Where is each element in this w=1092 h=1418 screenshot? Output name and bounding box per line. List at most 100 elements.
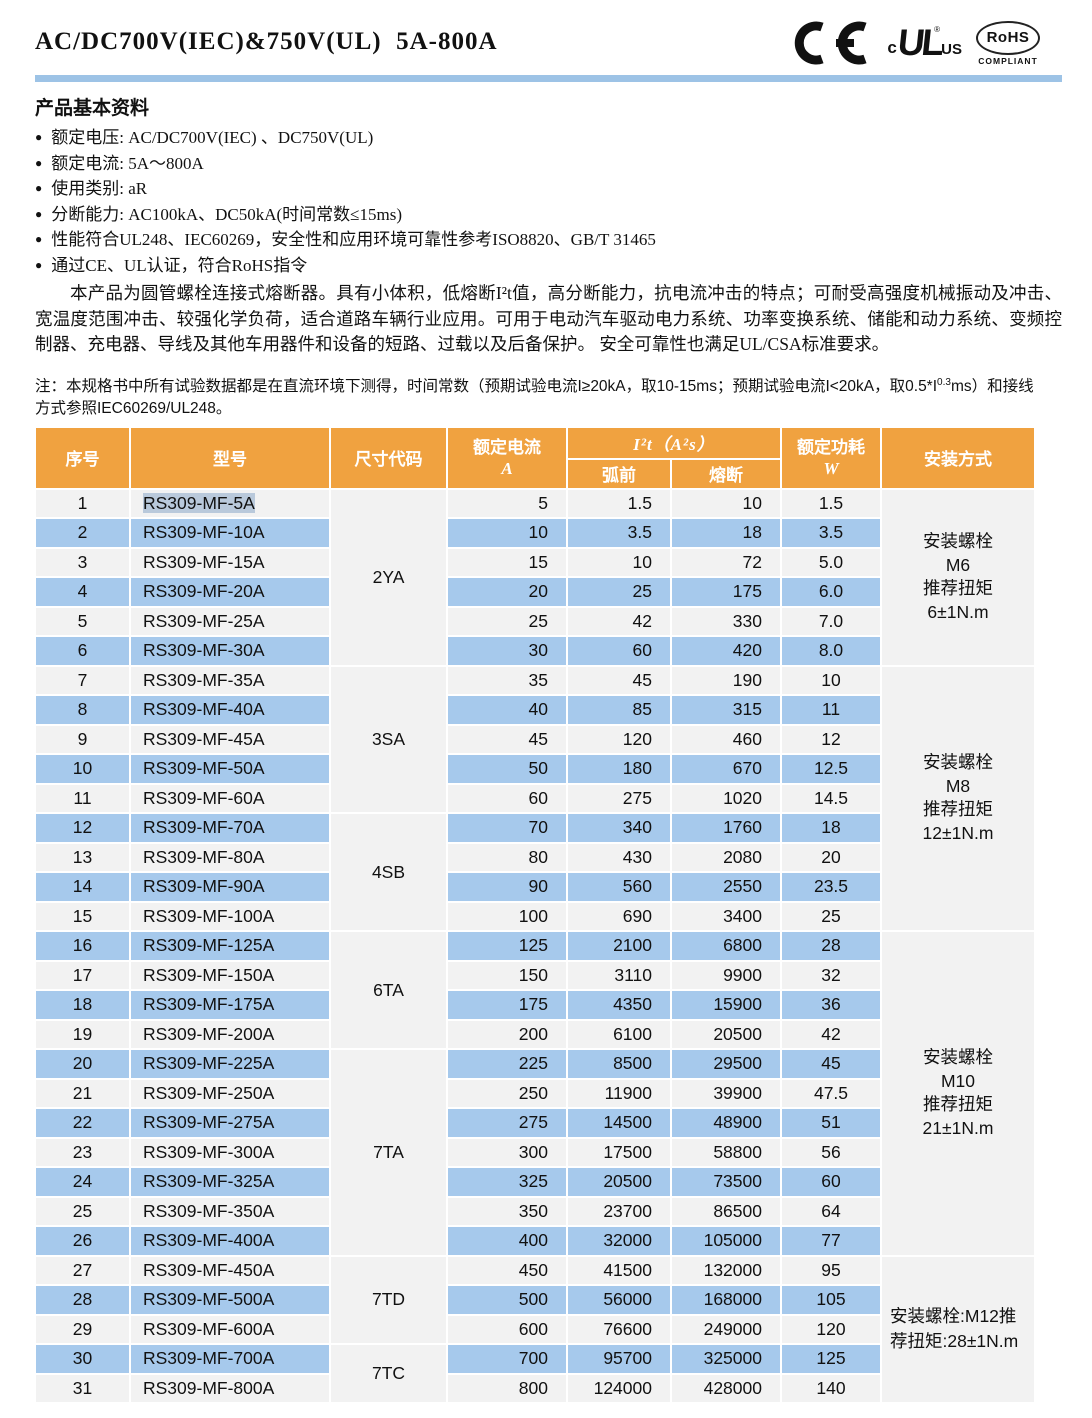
power-cell: 12.5 (781, 754, 881, 784)
bullet-dot-icon: ● (35, 206, 43, 221)
power-cell: 51 (781, 1108, 881, 1138)
row-no-cell: 1 (35, 488, 130, 519)
power-cell: 12 (781, 724, 881, 755)
prearc-i2t-cell: 124000 (567, 1373, 671, 1404)
melt-i2t-cell: 3400 (671, 901, 781, 932)
bullet-text: 额定电压: AC/DC700V(IEC) 、DC750V(UL) (51, 128, 374, 147)
model-cell: RS309-MF-125A (130, 931, 330, 961)
size-code-cell: 3SA (330, 665, 447, 814)
model-cell: RS309-MF-25A (130, 606, 330, 637)
power-cell: 7.0 (781, 606, 881, 637)
spec-table-body: 1 RS309-MF-5A 2YA 5 1.5 10 1.5 安装螺栓 M6 推荐扭矩 6±1N.m… (35, 488, 1035, 1404)
rated-current-cell: 350 (447, 1196, 567, 1227)
rated-current-cell: 500 (447, 1285, 567, 1315)
page-header: AC/DC700V(IEC)&750V(UL) 5A-800A c UL ® U… (35, 18, 1062, 66)
melt-i2t-cell: 428000 (671, 1373, 781, 1404)
prearc-i2t-cell: 95700 (567, 1344, 671, 1374)
rated-current-cell: 600 (447, 1314, 567, 1345)
rated-current-cell: 325 (447, 1167, 567, 1197)
model-cell: RS309-MF-30A (130, 636, 330, 666)
model-cell: RS309-MF-325A (130, 1167, 330, 1197)
rated-current-cell: 300 (447, 1137, 567, 1168)
model-cell: RS309-MF-10A (130, 518, 330, 548)
row-no-cell: 9 (35, 724, 130, 755)
row-no-cell: 8 (35, 695, 130, 725)
model-cell: RS309-MF-275A (130, 1108, 330, 1138)
rated-current-cell: 40 (447, 695, 567, 725)
table-row: 26 RS309-MF-400A 400 32000 105000 77 (35, 1226, 1035, 1256)
table-row: 20 RS309-MF-225A 7TA 225 8500 29500 45 (35, 1049, 1035, 1256)
power-cell: 5.0 (781, 547, 881, 578)
product-description: 本产品为圆管螺栓连接式熔断器。具有小体积，低熔断I²t值，高分断能力，抗电流冲击… (35, 283, 1062, 354)
row-no-cell: 28 (35, 1285, 130, 1315)
prearc-i2t-cell: 56000 (567, 1285, 671, 1315)
rated-current-cell: 700 (447, 1344, 567, 1374)
bullet-text: 性能符合UL248、IEC60269，安全性和应用环境可靠性参考ISO8820、… (51, 230, 656, 249)
rated-current-cell: 100 (447, 901, 567, 932)
rated-current-cell: 450 (447, 1255, 567, 1286)
size-code-cell: 7TD (330, 1255, 447, 1345)
table-row: 19 RS309-MF-200A 200 6100 20500 42 (35, 1019, 1035, 1050)
rated-current-cell: 10 (447, 518, 567, 548)
model-cell: RS309-MF-500A (130, 1285, 330, 1315)
rohs-compliant-label: COMPLIANT (978, 55, 1038, 66)
table-row: 27 RS309-MF-450A 7TD 450 41500 132000 95 安装螺栓:M… (35, 1255, 1035, 1404)
certification-logos: c UL ® US RoHS COMPLIANT (789, 20, 1062, 66)
bullet-text: 额定电流: 5A～800A (51, 153, 204, 173)
col-header-model: 型号 (130, 426, 330, 489)
prearc-i2t-cell: 32000 (567, 1226, 671, 1256)
rated-current-cell: 800 (447, 1373, 567, 1404)
model-cell: RS309-MF-175A (130, 990, 330, 1020)
rated-current-cell: 70 (447, 813, 567, 843)
melt-i2t-cell: 315 (671, 695, 781, 725)
rated-current-cell: 225 (447, 1049, 567, 1079)
power-cell: 125 (781, 1344, 881, 1374)
prearc-i2t-cell: 11900 (567, 1078, 671, 1109)
table-row: 6 RS309-MF-30A 30 60 420 8.0 (35, 636, 1035, 666)
power-cell: 3.5 (781, 518, 881, 548)
melt-i2t-cell: 86500 (671, 1196, 781, 1227)
table-row: 13 RS309-MF-80A 80 430 2080 20 (35, 842, 1035, 873)
row-no-cell: 27 (35, 1255, 130, 1286)
melt-i2t-cell: 168000 (671, 1285, 781, 1315)
model-cell: RS309-MF-150A (130, 960, 330, 991)
table-row: 3 RS309-MF-15A 15 10 72 5.0 (35, 547, 1035, 578)
power-cell: 56 (781, 1137, 881, 1168)
list-item: ● 额定电流: 5A～800A (35, 151, 1062, 177)
power-cell: 28 (781, 931, 881, 961)
model-cell: RS309-MF-60A (130, 783, 330, 814)
bullet-text: 通过CE、UL认证，符合RoHS指令 (51, 255, 308, 275)
prearc-i2t-cell: 2100 (567, 931, 671, 961)
power-cell: 42 (781, 1019, 881, 1050)
rated-power-label: 额定功耗 (797, 437, 865, 457)
power-cell: 95 (781, 1255, 881, 1286)
row-no-cell: 7 (35, 665, 130, 696)
col-header-mounting: 安装方式 (881, 426, 1035, 489)
row-no-cell: 2 (35, 518, 130, 548)
table-row: 11 RS309-MF-60A 60 275 1020 14.5 (35, 783, 1035, 814)
row-no-cell: 29 (35, 1314, 130, 1345)
table-row: 22 RS309-MF-275A 275 14500 48900 51 (35, 1108, 1035, 1138)
melt-i2t-cell: 2550 (671, 872, 781, 902)
prearc-i2t-cell: 4350 (567, 990, 671, 1020)
prearc-i2t-cell: 1.5 (567, 488, 671, 519)
model-cell: RS309-MF-45A (130, 724, 330, 755)
row-no-cell: 12 (35, 813, 130, 843)
table-row: 8 RS309-MF-40A 40 85 315 11 (35, 695, 1035, 725)
melt-i2t-cell: 1020 (671, 783, 781, 814)
table-row: 2 RS309-MF-10A 10 3.5 18 3.5 (35, 518, 1035, 548)
rohs-compliant-icon: RoHS COMPLIANT (976, 20, 1040, 66)
blue-divider (35, 75, 1062, 82)
rated-current-cell: 50 (447, 754, 567, 784)
melt-i2t-cell: 15900 (671, 990, 781, 1020)
model-cell: RS309-MF-50A (130, 754, 330, 784)
table-row: 29 RS309-MF-600A 600 76600 249000 120 (35, 1314, 1035, 1345)
prearc-i2t-cell: 690 (567, 901, 671, 932)
mounting-cell: 安装螺栓 M6 推荐扭矩 6±1N.m (881, 488, 1035, 666)
power-cell: 105 (781, 1285, 881, 1315)
table-row: 30 RS309-MF-700A 7TC 700 95700 325000 125 (35, 1344, 1035, 1404)
row-no-cell: 16 (35, 931, 130, 961)
rated-current-cell: 125 (447, 931, 567, 961)
spec-table-header: 序号 型号 尺寸代码 额定电流 A I²t（A²s） 额定功耗 W 安装方式 弧… (35, 426, 1035, 489)
